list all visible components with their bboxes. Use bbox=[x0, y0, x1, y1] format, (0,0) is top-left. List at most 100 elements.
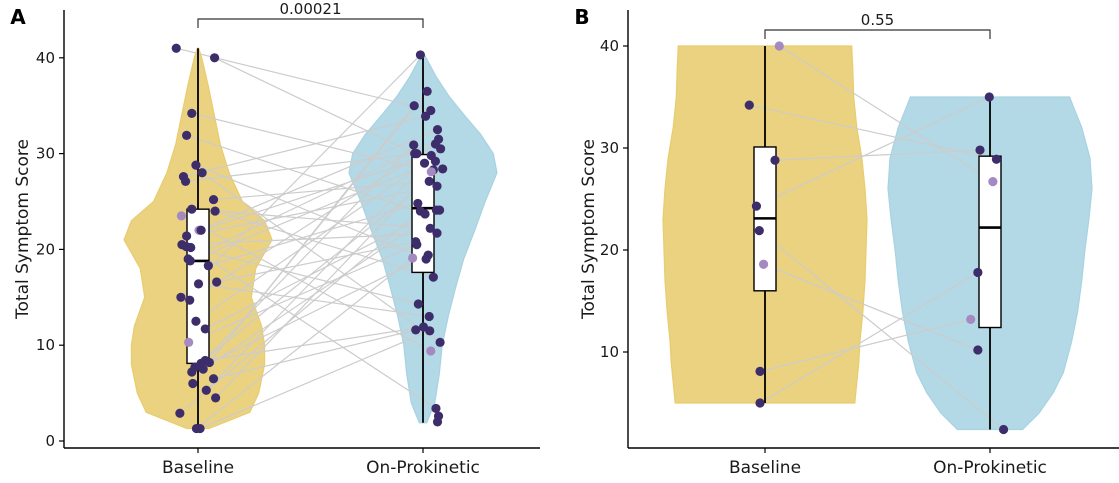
pair-line bbox=[181, 232, 438, 246]
pair-line bbox=[213, 329, 416, 380]
significance-bracket bbox=[197, 18, 424, 28]
pair-line bbox=[192, 105, 415, 384]
box-on-prokinetic bbox=[978, 155, 1002, 329]
x-category-label: Baseline bbox=[162, 458, 234, 478]
pair-line bbox=[191, 208, 431, 229]
pair-line bbox=[749, 104, 997, 160]
x-category-label: On-Prokinetic bbox=[366, 458, 480, 478]
data-point bbox=[409, 101, 419, 111]
pair-line bbox=[191, 254, 429, 373]
data-point bbox=[187, 367, 197, 377]
pair-line bbox=[214, 210, 434, 278]
data-point bbox=[185, 256, 195, 266]
data-point bbox=[176, 211, 187, 221]
data-point bbox=[420, 111, 431, 121]
data-point bbox=[185, 295, 195, 305]
data-point bbox=[197, 168, 207, 178]
significance-bracket bbox=[764, 29, 991, 39]
data-point bbox=[755, 398, 765, 408]
data-point bbox=[411, 325, 421, 335]
pair-line bbox=[185, 153, 417, 182]
pair-line bbox=[759, 271, 979, 404]
data-point bbox=[973, 267, 983, 278]
data-point bbox=[428, 272, 438, 282]
data-point bbox=[412, 149, 422, 159]
data-point bbox=[998, 424, 1009, 435]
y-tick-label: 20 bbox=[600, 241, 619, 259]
data-point bbox=[430, 156, 441, 166]
data-point bbox=[424, 311, 434, 322]
data-point bbox=[431, 403, 441, 414]
y-tick-label: 30 bbox=[36, 145, 55, 163]
data-point bbox=[426, 167, 436, 177]
data-point bbox=[421, 254, 431, 264]
pair-line bbox=[778, 45, 994, 183]
pair-line bbox=[179, 210, 421, 414]
data-point bbox=[204, 357, 214, 368]
data-point bbox=[966, 314, 976, 324]
data-point bbox=[434, 205, 445, 215]
data-point bbox=[432, 417, 443, 427]
data-point bbox=[984, 92, 994, 102]
y-tick-label: 40 bbox=[600, 37, 619, 55]
data-point bbox=[413, 198, 423, 209]
pair-line bbox=[202, 209, 440, 370]
y-tick-label: 40 bbox=[36, 49, 55, 67]
data-point bbox=[182, 130, 192, 140]
data-point bbox=[436, 144, 446, 154]
y-tick-label: 30 bbox=[600, 139, 619, 157]
data-point bbox=[176, 292, 186, 302]
pair-line bbox=[201, 172, 441, 343]
p-value-label: 0.55 bbox=[861, 11, 894, 29]
panel-letter: B bbox=[574, 5, 589, 29]
data-point bbox=[419, 158, 430, 168]
pair-line bbox=[189, 143, 436, 301]
data-point bbox=[203, 261, 213, 271]
pair-line bbox=[190, 246, 437, 409]
data-point bbox=[212, 277, 222, 287]
pair-line bbox=[214, 57, 415, 155]
data-point bbox=[432, 181, 442, 191]
data-point bbox=[424, 176, 434, 186]
data-point bbox=[973, 345, 983, 355]
pair-line bbox=[205, 326, 424, 362]
pair-line bbox=[763, 263, 979, 351]
pair-line bbox=[187, 138, 439, 260]
data-point bbox=[420, 209, 430, 219]
data-point bbox=[191, 316, 201, 326]
pair-line bbox=[199, 330, 430, 430]
data-point bbox=[426, 346, 436, 356]
data-point bbox=[425, 326, 435, 336]
data-point bbox=[180, 176, 191, 186]
data-point bbox=[425, 223, 435, 233]
data-point bbox=[201, 385, 211, 395]
panel-a: A 0.00021 0 10 20 30 40 Baseline On-Prokinetic To… bbox=[10, 0, 540, 478]
y-axis-title: Total Symptom Score bbox=[579, 139, 599, 320]
data-point bbox=[435, 337, 445, 347]
pair-line bbox=[198, 129, 438, 231]
data-point bbox=[182, 231, 192, 241]
data-point bbox=[413, 299, 423, 309]
data-point bbox=[200, 324, 210, 334]
pair-line bbox=[183, 115, 426, 178]
data-point bbox=[208, 194, 219, 205]
data-point bbox=[171, 43, 181, 53]
data-point bbox=[188, 378, 198, 389]
data-point bbox=[770, 155, 780, 165]
data-point bbox=[209, 53, 220, 63]
pair-line bbox=[205, 148, 442, 391]
data-point bbox=[422, 86, 432, 96]
pair-line bbox=[185, 245, 419, 305]
pair-line bbox=[200, 144, 415, 364]
data-point bbox=[191, 160, 201, 170]
data-point bbox=[208, 374, 219, 384]
pair-line bbox=[759, 318, 971, 372]
data-point bbox=[774, 41, 784, 51]
data-point bbox=[198, 364, 208, 374]
x-category-label: On-Prokinetic bbox=[933, 458, 1047, 478]
pair-line bbox=[188, 244, 418, 343]
pair-line bbox=[195, 162, 425, 322]
pair-line bbox=[180, 54, 421, 298]
data-point bbox=[409, 140, 419, 150]
